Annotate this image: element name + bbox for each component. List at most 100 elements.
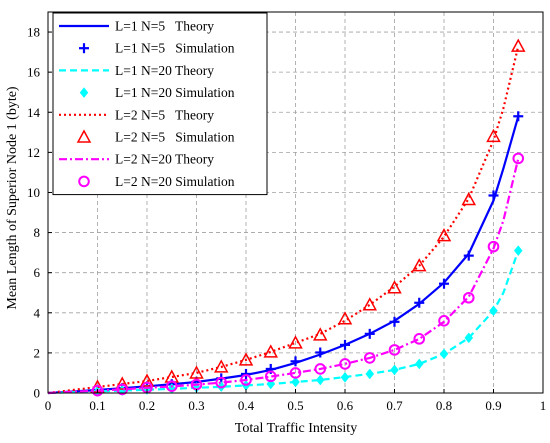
axis-ticks: 0 0.1 0.2 0.3 0.4 0.5 0.6 0.7 0.8 0.9 102468101214… bbox=[27, 25, 546, 413]
x-tick-label: 0.6 bbox=[337, 398, 354, 413]
legend-box bbox=[52, 12, 268, 196]
data-point bbox=[263, 344, 279, 358]
legend-label: L=1 N=5 Theory bbox=[115, 19, 214, 34]
legend-item: L=1 N=20 Theory bbox=[59, 63, 214, 78]
data-point bbox=[387, 280, 402, 294]
data-point bbox=[291, 376, 300, 388]
legend-item: L=1 N=5 Simulation bbox=[79, 41, 235, 56]
data-point bbox=[390, 364, 399, 376]
data-point bbox=[240, 374, 252, 386]
data-point bbox=[312, 327, 328, 341]
legend-marker bbox=[79, 43, 89, 54]
data-point bbox=[91, 384, 104, 397]
y-tick-label: 8 bbox=[34, 225, 41, 240]
data-point bbox=[238, 352, 254, 366]
data-point bbox=[241, 368, 251, 379]
data-point bbox=[337, 311, 353, 325]
data-point bbox=[189, 365, 204, 379]
data-point bbox=[362, 297, 378, 311]
data-point bbox=[512, 152, 525, 165]
x-axis-label: Total Traffic Intensity bbox=[235, 421, 357, 436]
data-point bbox=[414, 358, 424, 370]
data-point bbox=[461, 191, 477, 206]
y-tick-label: 18 bbox=[27, 25, 40, 40]
data-point bbox=[436, 228, 452, 242]
data-point bbox=[289, 367, 302, 379]
legend-item: L=2 N=20 Theory bbox=[59, 152, 214, 167]
data-point bbox=[388, 344, 401, 356]
data-point bbox=[314, 363, 327, 375]
x-tick-label: 0.3 bbox=[188, 398, 204, 413]
data-point bbox=[165, 380, 178, 392]
data-point bbox=[365, 368, 375, 380]
x-tick-label: 1 bbox=[540, 398, 547, 413]
data-point bbox=[315, 374, 325, 386]
data-point bbox=[339, 358, 351, 370]
legend-label: L=2 N=5 Simulation bbox=[115, 130, 235, 145]
data-point bbox=[486, 128, 501, 143]
x-tick-label: 0.4 bbox=[238, 398, 255, 413]
data-point bbox=[315, 347, 326, 358]
legend-marker bbox=[78, 175, 90, 188]
data-point bbox=[413, 333, 426, 345]
data-point bbox=[438, 315, 450, 327]
grid-lines bbox=[48, 12, 543, 393]
data-point bbox=[215, 376, 228, 389]
data-point bbox=[439, 278, 449, 289]
y-tick-label: 14 bbox=[27, 105, 41, 120]
data-point bbox=[462, 291, 475, 304]
y-tick-label: 2 bbox=[34, 345, 41, 360]
data-point bbox=[414, 297, 425, 308]
data-point bbox=[266, 378, 276, 390]
x-tick-label: 0.9 bbox=[485, 398, 501, 413]
data-point bbox=[389, 316, 400, 327]
y-tick-label: 6 bbox=[34, 265, 41, 280]
data-point bbox=[340, 371, 350, 383]
series-8 bbox=[91, 152, 525, 397]
legend-item: L=2 N=20 Simulation bbox=[78, 174, 235, 189]
y-tick-label: 10 bbox=[27, 185, 40, 200]
legend-item: L=1 N=5 Theory bbox=[59, 19, 214, 34]
legend-label: L=2 N=20 Theory bbox=[115, 152, 214, 167]
data-point bbox=[439, 348, 449, 360]
y-tick-label: 16 bbox=[27, 65, 41, 80]
legend-item: L=2 N=5 Theory bbox=[59, 107, 214, 122]
data-point bbox=[288, 335, 303, 349]
data-point bbox=[363, 352, 376, 364]
legend-item: L=2 N=5 Simulation bbox=[76, 129, 235, 145]
data-point bbox=[213, 359, 229, 373]
data-point bbox=[340, 339, 350, 350]
legend-label: L=1 N=20 Simulation bbox=[115, 85, 235, 100]
x-tick-label: 0.5 bbox=[287, 398, 303, 413]
x-tick-label: 0.1 bbox=[89, 398, 105, 413]
data-point bbox=[116, 383, 129, 396]
legend-item: L=1 N=20 Simulation bbox=[79, 85, 235, 100]
y-axis-label: Mean Length of Superior Node 1 (byte) bbox=[5, 86, 20, 309]
data-point bbox=[488, 190, 499, 201]
y-tick-label: 4 bbox=[34, 305, 41, 320]
x-tick-label: 0.2 bbox=[139, 398, 155, 413]
x-tick-label: 0.8 bbox=[436, 398, 452, 413]
series-4 bbox=[93, 245, 523, 397]
data-point bbox=[364, 328, 375, 339]
series-6 bbox=[90, 38, 526, 393]
series-layer bbox=[47, 38, 526, 397]
legend: L=1 N=5 Theory L=1 N=5 Simulation L=1 N=20… bbox=[52, 12, 268, 196]
data-point bbox=[290, 356, 301, 367]
legend-label: L=1 N=20 Theory bbox=[115, 63, 214, 78]
data-point bbox=[510, 38, 526, 52]
y-tick-label: 0 bbox=[34, 386, 41, 401]
data-point bbox=[487, 240, 500, 253]
data-point bbox=[513, 245, 523, 257]
legend-marker bbox=[79, 87, 89, 99]
data-point bbox=[411, 258, 427, 272]
legend-label: L=2 N=5 Theory bbox=[115, 107, 214, 122]
data-point bbox=[489, 305, 498, 317]
data-point bbox=[114, 376, 130, 390]
data-point bbox=[513, 111, 524, 122]
x-tick-label: 0.7 bbox=[386, 398, 403, 413]
legend-marker bbox=[76, 129, 92, 143]
x-tick-label: 0 bbox=[45, 398, 52, 413]
data-point bbox=[139, 373, 155, 387]
